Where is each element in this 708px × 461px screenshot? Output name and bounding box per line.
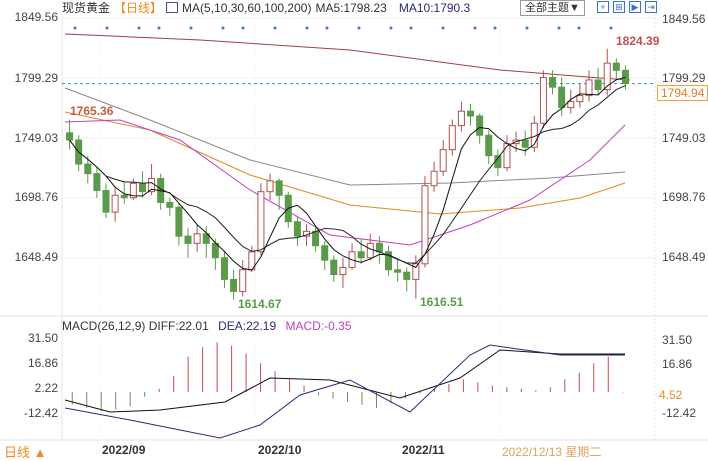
macd-axis-right: -12.42 — [662, 406, 697, 420]
y-axis-right-label: 1698.76 — [662, 190, 706, 204]
macd-axis-left: 16.86 — [27, 356, 58, 370]
macd-current-tag: 4.52 — [659, 388, 683, 402]
crosshair-icon[interactable]: + — [597, 1, 609, 13]
x-axis-label: 2022/10 — [258, 443, 302, 457]
period-toggle-button[interactable]: 日线 ▲ — [4, 445, 47, 460]
current-date: 2022/12/13 星期二 — [502, 445, 602, 459]
y-axis-left-label: 1799.29 — [14, 71, 58, 85]
macd-diff: DIFF:22.01 — [148, 319, 209, 333]
period-label[interactable]: 【日线】 — [114, 1, 163, 15]
macd-axis-right: 16.86 — [662, 357, 693, 371]
y-axis-right-label: 1799.29 — [662, 71, 706, 85]
y-axis-left-label: 1749.03 — [14, 131, 58, 145]
x-axis-label: 2022/09 — [102, 443, 146, 457]
chart-header: 现货黄金 【日线】 MA(5,10,30,60,100,200) MA5:1798.2… — [62, 0, 474, 16]
x-axis-label: 2022/11 — [402, 443, 445, 457]
y-axis-left-label: 1648.49 — [14, 250, 58, 264]
ma5-value: MA5:1798.23 — [315, 1, 387, 15]
y-axis-right-label: 1648.49 — [662, 250, 706, 264]
y-axis-left-label: 1849.56 — [14, 10, 58, 24]
macd-value: MACD:-0.35 — [285, 319, 352, 333]
ma-label: MA(5,10,30,60,100,200) — [182, 1, 312, 15]
high-annotation: 1824.39 — [616, 34, 660, 48]
skip-end-icon[interactable]: ⇥ — [645, 1, 657, 13]
left-high-annotation: 1765.36 — [70, 104, 114, 118]
y-axis-right-label: 1749.03 — [662, 131, 706, 145]
macd-dea: DEA:22.19 — [218, 319, 277, 333]
macd-axis-left: -12.42 — [23, 406, 58, 420]
macd-axis-right: 31.50 — [662, 333, 693, 347]
play-icon[interactable]: ▶ — [629, 1, 641, 13]
ma-indicator-icon[interactable] — [166, 2, 179, 13]
y-axis-right-label: 1849.56 — [662, 12, 706, 26]
instrument-title: 现货黄金 — [62, 1, 111, 15]
macd-axis-left: 31.50 — [27, 331, 58, 345]
low-annotation: 1616.51 — [420, 295, 464, 309]
theme-dropdown-button[interactable]: 全部主题▼ — [520, 0, 585, 16]
y-axis-left-label: 1698.76 — [14, 190, 58, 204]
zoom-range-icon[interactable]: ⊞ — [613, 1, 625, 13]
macd-params: MACD(26,12,9) — [62, 319, 146, 333]
macd-header: MACD(26,12,9) DIFF:22.01 DEA:22.19 MACD:… — [62, 319, 352, 333]
macd-axis-left: 2.22 — [34, 381, 58, 395]
low-annotation: 1614.67 — [238, 297, 282, 311]
current-price-tag: 1794.94 — [657, 85, 708, 101]
ma10-value: MA10:1790.3 — [398, 1, 471, 15]
